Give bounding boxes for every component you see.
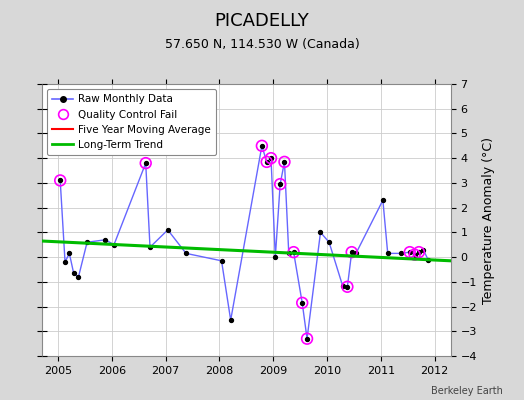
Point — [325, 239, 333, 246]
Point — [347, 249, 356, 255]
Point — [343, 284, 352, 290]
Point — [182, 250, 190, 256]
Point — [258, 143, 266, 149]
Text: Berkeley Earth: Berkeley Earth — [431, 386, 503, 396]
Point — [70, 270, 78, 276]
Point — [276, 181, 285, 187]
Point — [267, 155, 275, 161]
Point — [267, 155, 275, 161]
Point — [141, 160, 150, 166]
Point — [379, 197, 387, 204]
Point — [285, 250, 293, 256]
Point — [74, 274, 83, 280]
Text: PICADELLY: PICADELLY — [215, 12, 309, 30]
Point — [56, 177, 64, 184]
Point — [56, 177, 64, 184]
Point — [110, 242, 118, 248]
Point — [141, 160, 150, 166]
Point — [289, 249, 298, 255]
Point — [424, 256, 432, 263]
Point — [258, 143, 266, 149]
Point — [289, 249, 298, 255]
Point — [276, 181, 285, 187]
Point — [303, 336, 311, 342]
Point — [226, 317, 235, 323]
Point — [101, 236, 110, 243]
Legend: Raw Monthly Data, Quality Control Fail, Five Year Moving Average, Long-Term Tren: Raw Monthly Data, Quality Control Fail, … — [47, 89, 216, 155]
Point — [61, 259, 69, 265]
Point — [414, 249, 423, 255]
Point — [414, 249, 423, 255]
Point — [163, 227, 172, 233]
Point — [271, 254, 279, 260]
Point — [217, 258, 226, 264]
Point — [280, 159, 289, 165]
Point — [146, 244, 154, 250]
Point — [280, 159, 289, 165]
Point — [65, 250, 73, 256]
Point — [263, 159, 271, 165]
Point — [339, 282, 347, 289]
Point — [406, 249, 414, 255]
Text: 57.650 N, 114.530 W (Canada): 57.650 N, 114.530 W (Canada) — [165, 38, 359, 51]
Point — [347, 249, 356, 255]
Point — [352, 250, 360, 256]
Point — [316, 229, 325, 236]
Point — [83, 239, 91, 246]
Point — [410, 252, 419, 258]
Point — [397, 250, 406, 256]
Point — [298, 300, 307, 306]
Point — [343, 284, 352, 290]
Point — [406, 249, 414, 255]
Point — [263, 159, 271, 165]
Point — [298, 300, 307, 306]
Y-axis label: Temperature Anomaly (°C): Temperature Anomaly (°C) — [483, 136, 495, 304]
Point — [410, 252, 419, 258]
Point — [419, 246, 428, 253]
Point — [384, 250, 392, 256]
Point — [303, 336, 311, 342]
